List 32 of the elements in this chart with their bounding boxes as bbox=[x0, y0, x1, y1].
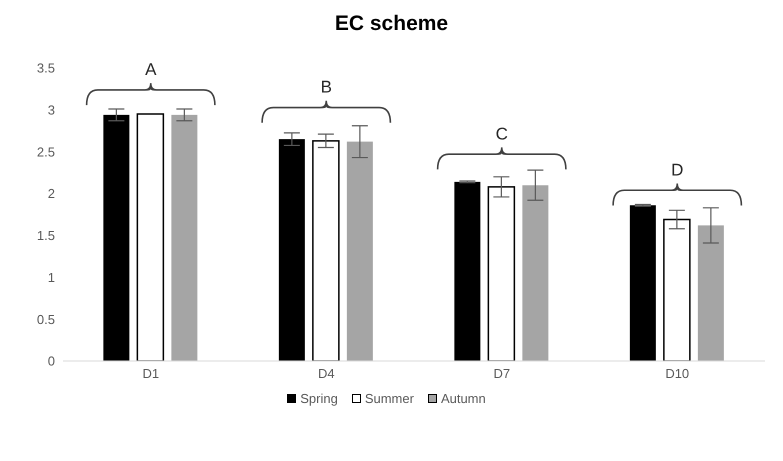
legend-label: Spring bbox=[299, 391, 338, 406]
bar bbox=[171, 114, 198, 361]
y-tick-label: 0.5 bbox=[36, 312, 55, 327]
annotation: B bbox=[320, 78, 332, 97]
bar bbox=[454, 182, 480, 361]
bar bbox=[103, 114, 130, 361]
legend-label: Autumn bbox=[440, 391, 486, 406]
annotation: D bbox=[671, 160, 684, 180]
y-tick-label: 2 bbox=[48, 186, 55, 202]
y-tick-label: 0 bbox=[48, 354, 55, 369]
bar bbox=[698, 225, 724, 361]
bar bbox=[136, 113, 164, 361]
x-tick-label: D10 bbox=[665, 366, 690, 382]
bar bbox=[346, 142, 373, 361]
y-tick-label: 1 bbox=[48, 270, 55, 285]
y-tick-label: 2.5 bbox=[36, 144, 55, 160]
bar bbox=[522, 185, 548, 361]
x-tick-label: D1 bbox=[142, 366, 160, 382]
chart-title: EC scheme bbox=[334, 12, 450, 36]
bar bbox=[488, 186, 516, 361]
annotation: C bbox=[496, 124, 508, 144]
y-tick-label: 3 bbox=[48, 102, 55, 118]
y-tick-label: 1.5 bbox=[36, 228, 55, 244]
x-tick-label: D7 bbox=[493, 366, 510, 382]
y-tick-label: 3.5 bbox=[36, 60, 55, 76]
bar bbox=[663, 218, 691, 361]
bar bbox=[278, 139, 305, 361]
bar bbox=[312, 140, 340, 361]
legend-label: Summer bbox=[364, 391, 414, 406]
x-tick-label: D4 bbox=[318, 366, 335, 382]
annotation: A bbox=[145, 60, 158, 80]
bar bbox=[630, 205, 656, 361]
